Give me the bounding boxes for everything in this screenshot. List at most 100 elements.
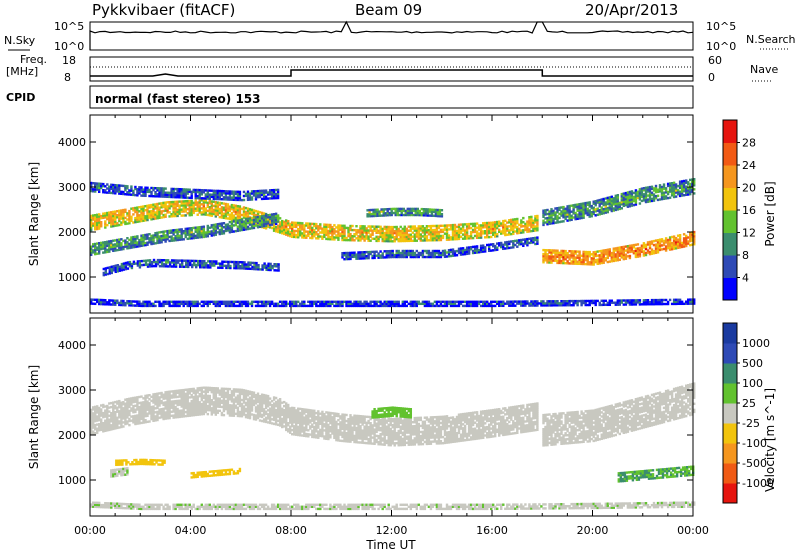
data-cell-band-8 (639, 299, 641, 301)
data-cell-band-5 (556, 250, 558, 252)
data-cell-band-0 (400, 238, 402, 240)
data-cell-band-8 (319, 301, 321, 303)
data-cell-band-8 (480, 301, 482, 303)
data-cell-band-7 (118, 184, 120, 186)
data-cell-band-0 (536, 215, 538, 217)
colorbar-tick-label: 4 (742, 272, 749, 285)
data-cell-band-0 (219, 216, 221, 218)
data-cell-band-2 (259, 268, 261, 270)
data-cell-band-0 (299, 222, 301, 224)
data-cell-band-1 (100, 242, 102, 244)
nsky-frame (90, 22, 693, 50)
data-cell-band-4 (421, 208, 423, 210)
data-cell-band-6 (643, 187, 645, 189)
data-cell-band-8 (460, 301, 462, 303)
data-cell-band-1 (100, 248, 102, 250)
data-cell-band-8 (269, 305, 271, 307)
data-cell-band-0 (522, 225, 524, 227)
data-cell-band-1 (181, 234, 183, 236)
data-cell-band-0 (522, 229, 524, 231)
data-cell-band-8 (359, 301, 361, 303)
nsky-tick-top: 10^5 (54, 20, 84, 33)
data-cell-band-0 (416, 240, 418, 242)
data-cell-band-2 (269, 263, 271, 265)
data-cell-band-2 (105, 269, 107, 271)
data-cell-band-8 (207, 305, 209, 307)
data-cell-band-0 (339, 224, 341, 226)
data-cell-band-0 (301, 222, 303, 224)
data-cell-band-5 (683, 243, 685, 245)
nave-tick-bottom: 0 (708, 71, 715, 84)
data-cell-band-7 (158, 187, 160, 189)
data-cell-band-8 (279, 301, 281, 303)
data-cell-band-1 (138, 245, 140, 247)
data-cell-band-0 (460, 236, 462, 238)
colorbar-tick-label: 16 (742, 204, 756, 217)
data-cell-band-0 (106, 224, 108, 226)
nsky-label: N.Sky (4, 34, 36, 47)
data-cell-band-0 (536, 217, 538, 219)
data-cell-band-6 (603, 210, 605, 212)
power-cbar-label: Power [dB] (763, 181, 777, 246)
data-cell-band-0 (100, 408, 102, 410)
data-cell-band-3 (508, 243, 510, 245)
data-cell-band-0 (158, 213, 160, 215)
data-cell-band-8 (219, 305, 221, 307)
data-cell-band-2 (257, 266, 259, 268)
data-cell-band-8 (663, 303, 665, 305)
data-cell-band-0 (158, 207, 160, 209)
data-cell-band-1 (203, 226, 205, 228)
data-cell-band-0 (343, 225, 345, 227)
data-cell-band-6 (562, 206, 564, 208)
data-cell-band-6 (683, 194, 685, 196)
data-cell-band-5 (643, 244, 645, 246)
data-cell-band-0 (168, 207, 170, 209)
data-cell-band-2 (167, 259, 169, 261)
data-cell-band-3 (522, 239, 524, 241)
data-cell-band-0 (359, 233, 361, 235)
data-cell-band-0 (100, 221, 102, 223)
data-cell-band-0 (178, 204, 180, 206)
data-cell-band-0 (480, 224, 482, 226)
cpid-label: CPID (6, 91, 35, 104)
data-cell-band-2 (215, 260, 217, 262)
data-cell-band-0 (440, 235, 442, 237)
data-cell-band-3 (400, 252, 402, 254)
data-cell-band-2 (203, 260, 205, 262)
data-cell-band-0 (100, 414, 102, 416)
data-cell-band-8 (116, 300, 118, 302)
data-cell-band-0 (100, 418, 102, 420)
data-cell-band-8 (239, 301, 241, 303)
data-cell-band-0 (178, 207, 180, 209)
data-cell-band-8 (303, 301, 305, 303)
data-cell-band-0 (130, 216, 132, 218)
nsearch-tick-bottom: 10^0 (706, 40, 736, 53)
data-cell-band-1 (239, 219, 241, 221)
data-cell-band-0 (287, 220, 289, 222)
data-cell-band-1 (259, 222, 261, 224)
data-cell-band-1 (219, 229, 221, 231)
data-cell-band-8 (406, 305, 408, 307)
data-cell-band-8 (154, 305, 156, 307)
data-cell-band-5 (643, 242, 645, 244)
data-cell-band-0 (138, 216, 140, 218)
data-cell-band-8 (572, 304, 574, 306)
freq-panel: Freq. [MHz] 18 8 60 0 Nave (6, 53, 778, 84)
nsearch-tick-top: 10^5 (706, 20, 736, 33)
nsearch-label: N.Search (746, 33, 796, 46)
y-tick-label: 4000 (58, 136, 86, 149)
data-cell-band-7 (138, 188, 140, 190)
data-cell-band-8 (219, 301, 221, 303)
data-cell-band-5 (603, 251, 605, 253)
data-cell-band-8 (285, 305, 287, 307)
data-cell-band-0 (460, 228, 462, 230)
y-tick-label: 1000 (58, 271, 86, 284)
data-cell-band-3 (359, 251, 361, 253)
data-cell-band-8 (623, 299, 625, 301)
data-cell-band-1 (183, 238, 185, 240)
data-cell-band-0 (496, 233, 498, 235)
colorbar-segment (723, 165, 737, 188)
data-cell-band-0 (279, 229, 281, 231)
data-cell-band-2 (139, 260, 141, 262)
